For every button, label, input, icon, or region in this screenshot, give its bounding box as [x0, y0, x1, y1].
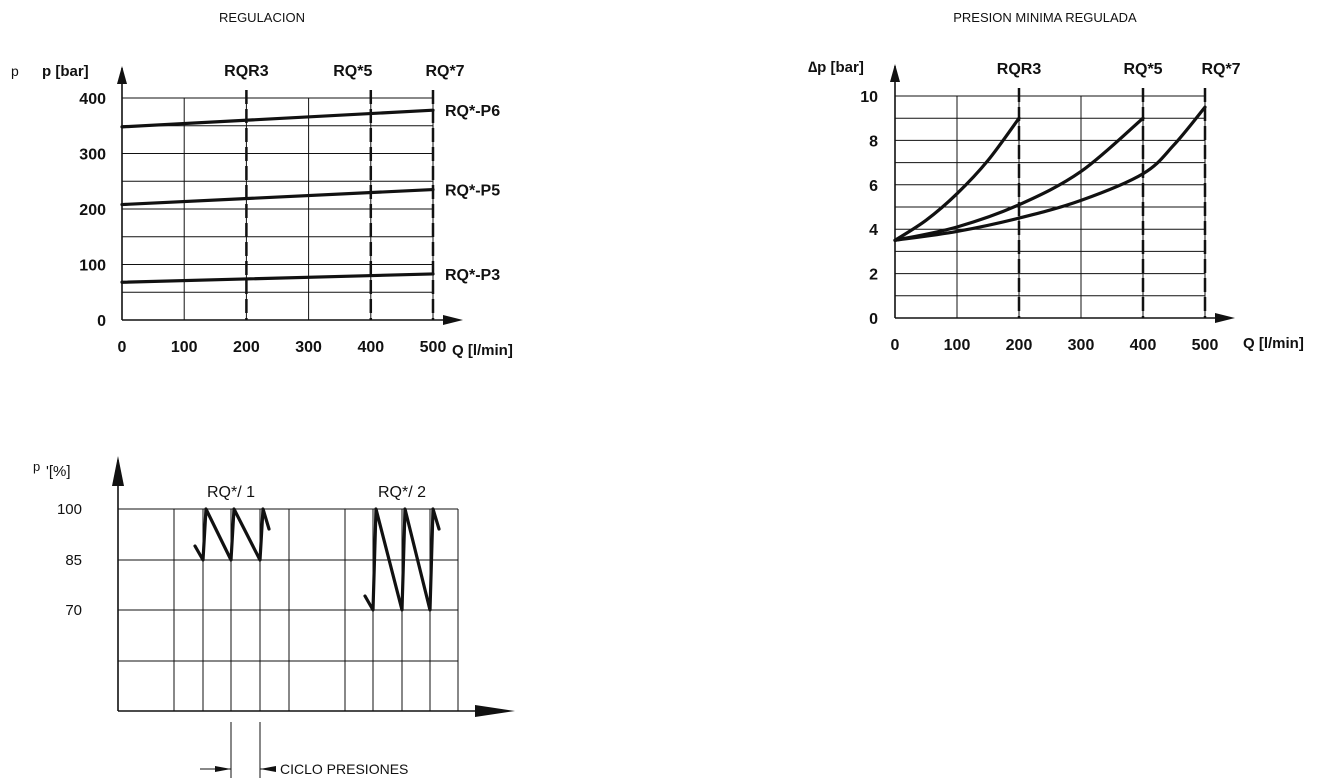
chart2-ylabel: ∆p [bar] [808, 59, 864, 76]
series-line [120, 272, 435, 284]
x-axis-arrow [475, 705, 515, 717]
regulacion-chart: REGULACION p p [bar] Q [l/min] RQR3 RQ*5 R… [11, 10, 513, 359]
y-tick-label: 8 [869, 133, 878, 150]
series-label: RQ*-P6 [445, 103, 500, 120]
x-tick-label: 400 [357, 339, 384, 356]
cycle-zigzag [363, 507, 441, 612]
y-tick-label: 300 [79, 147, 106, 164]
x-tick-label: 100 [944, 337, 971, 354]
chart1-ylabel-prefix: p [11, 63, 19, 79]
chart3-ylabel-prefix: p [33, 459, 40, 474]
x-tick-label: 200 [1006, 337, 1033, 354]
x-tick-label: 400 [1130, 337, 1157, 354]
ciclo-chart: p '[%] CICLO PRESIONES 100 85 70 RQ*/ 1 RQ*/… [33, 456, 515, 778]
presion-minima-chart: PRESION MINIMA REGULADA ∆p [bar] Q [l/mi… [808, 10, 1304, 354]
x-tick-label: 200 [233, 339, 260, 356]
y-tick-label: 0 [869, 311, 878, 328]
y-tick-label: 400 [79, 91, 106, 108]
x-tick-label: 0 [118, 339, 127, 356]
chart1-xlabel: Q [l/min] [452, 342, 513, 359]
chart2-xlabel: Q [l/min] [1243, 335, 1304, 352]
x-tick-label: 0 [891, 337, 900, 354]
group-label: RQ*/ 1 [207, 484, 255, 501]
group-label: RQ*/ 2 [378, 484, 426, 501]
marker-label: RQ*7 [425, 63, 464, 80]
chart1-title: REGULACION [219, 10, 305, 25]
y-axis-arrow [890, 64, 900, 82]
marker-label: RQR3 [997, 61, 1042, 78]
y-tick-label: 0 [97, 313, 106, 330]
x-tick-label: 300 [295, 339, 322, 356]
series-line [120, 187, 435, 207]
y-axis-arrow [112, 456, 124, 486]
marker-label: RQ*5 [333, 63, 372, 80]
marker-label: RQ*7 [1201, 61, 1240, 78]
x-axis-arrow [443, 315, 463, 325]
y-tick-label: 100 [79, 258, 106, 275]
x-tick-label: 100 [171, 339, 198, 356]
x-tick-label: 500 [420, 339, 447, 356]
series-line [893, 116, 1021, 242]
chart2-title: PRESION MINIMA REGULADA [953, 10, 1137, 25]
dimension-arrowhead [260, 766, 276, 772]
y-tick-label: 2 [869, 267, 878, 284]
marker-label: RQ*5 [1123, 61, 1162, 78]
y-tick-label: 70 [65, 602, 82, 619]
cycle-zigzag [193, 507, 271, 562]
x-axis-arrow [1215, 313, 1235, 323]
series-line [893, 105, 1207, 242]
series-label: RQ*-P5 [445, 183, 500, 200]
y-tick-label: 4 [869, 222, 878, 239]
chart3-annotation: CICLO PRESIONES [280, 761, 408, 777]
y-tick-label: 85 [65, 552, 82, 569]
series-line [893, 116, 1145, 242]
y-tick-label: 200 [79, 202, 106, 219]
series-line [120, 108, 435, 129]
y-tick-label: 100 [57, 501, 82, 518]
series-label: RQ*-P3 [445, 267, 500, 284]
y-axis-arrow [117, 66, 127, 84]
y-tick-label: 10 [860, 89, 878, 106]
chart3-ylabel: '[%] [46, 463, 71, 480]
x-tick-label: 300 [1068, 337, 1095, 354]
x-tick-label: 500 [1192, 337, 1219, 354]
dimension-arrowhead [215, 766, 231, 772]
chart1-ylabel: p [bar] [42, 63, 89, 80]
marker-label: RQR3 [224, 63, 269, 80]
y-tick-label: 6 [869, 178, 878, 195]
